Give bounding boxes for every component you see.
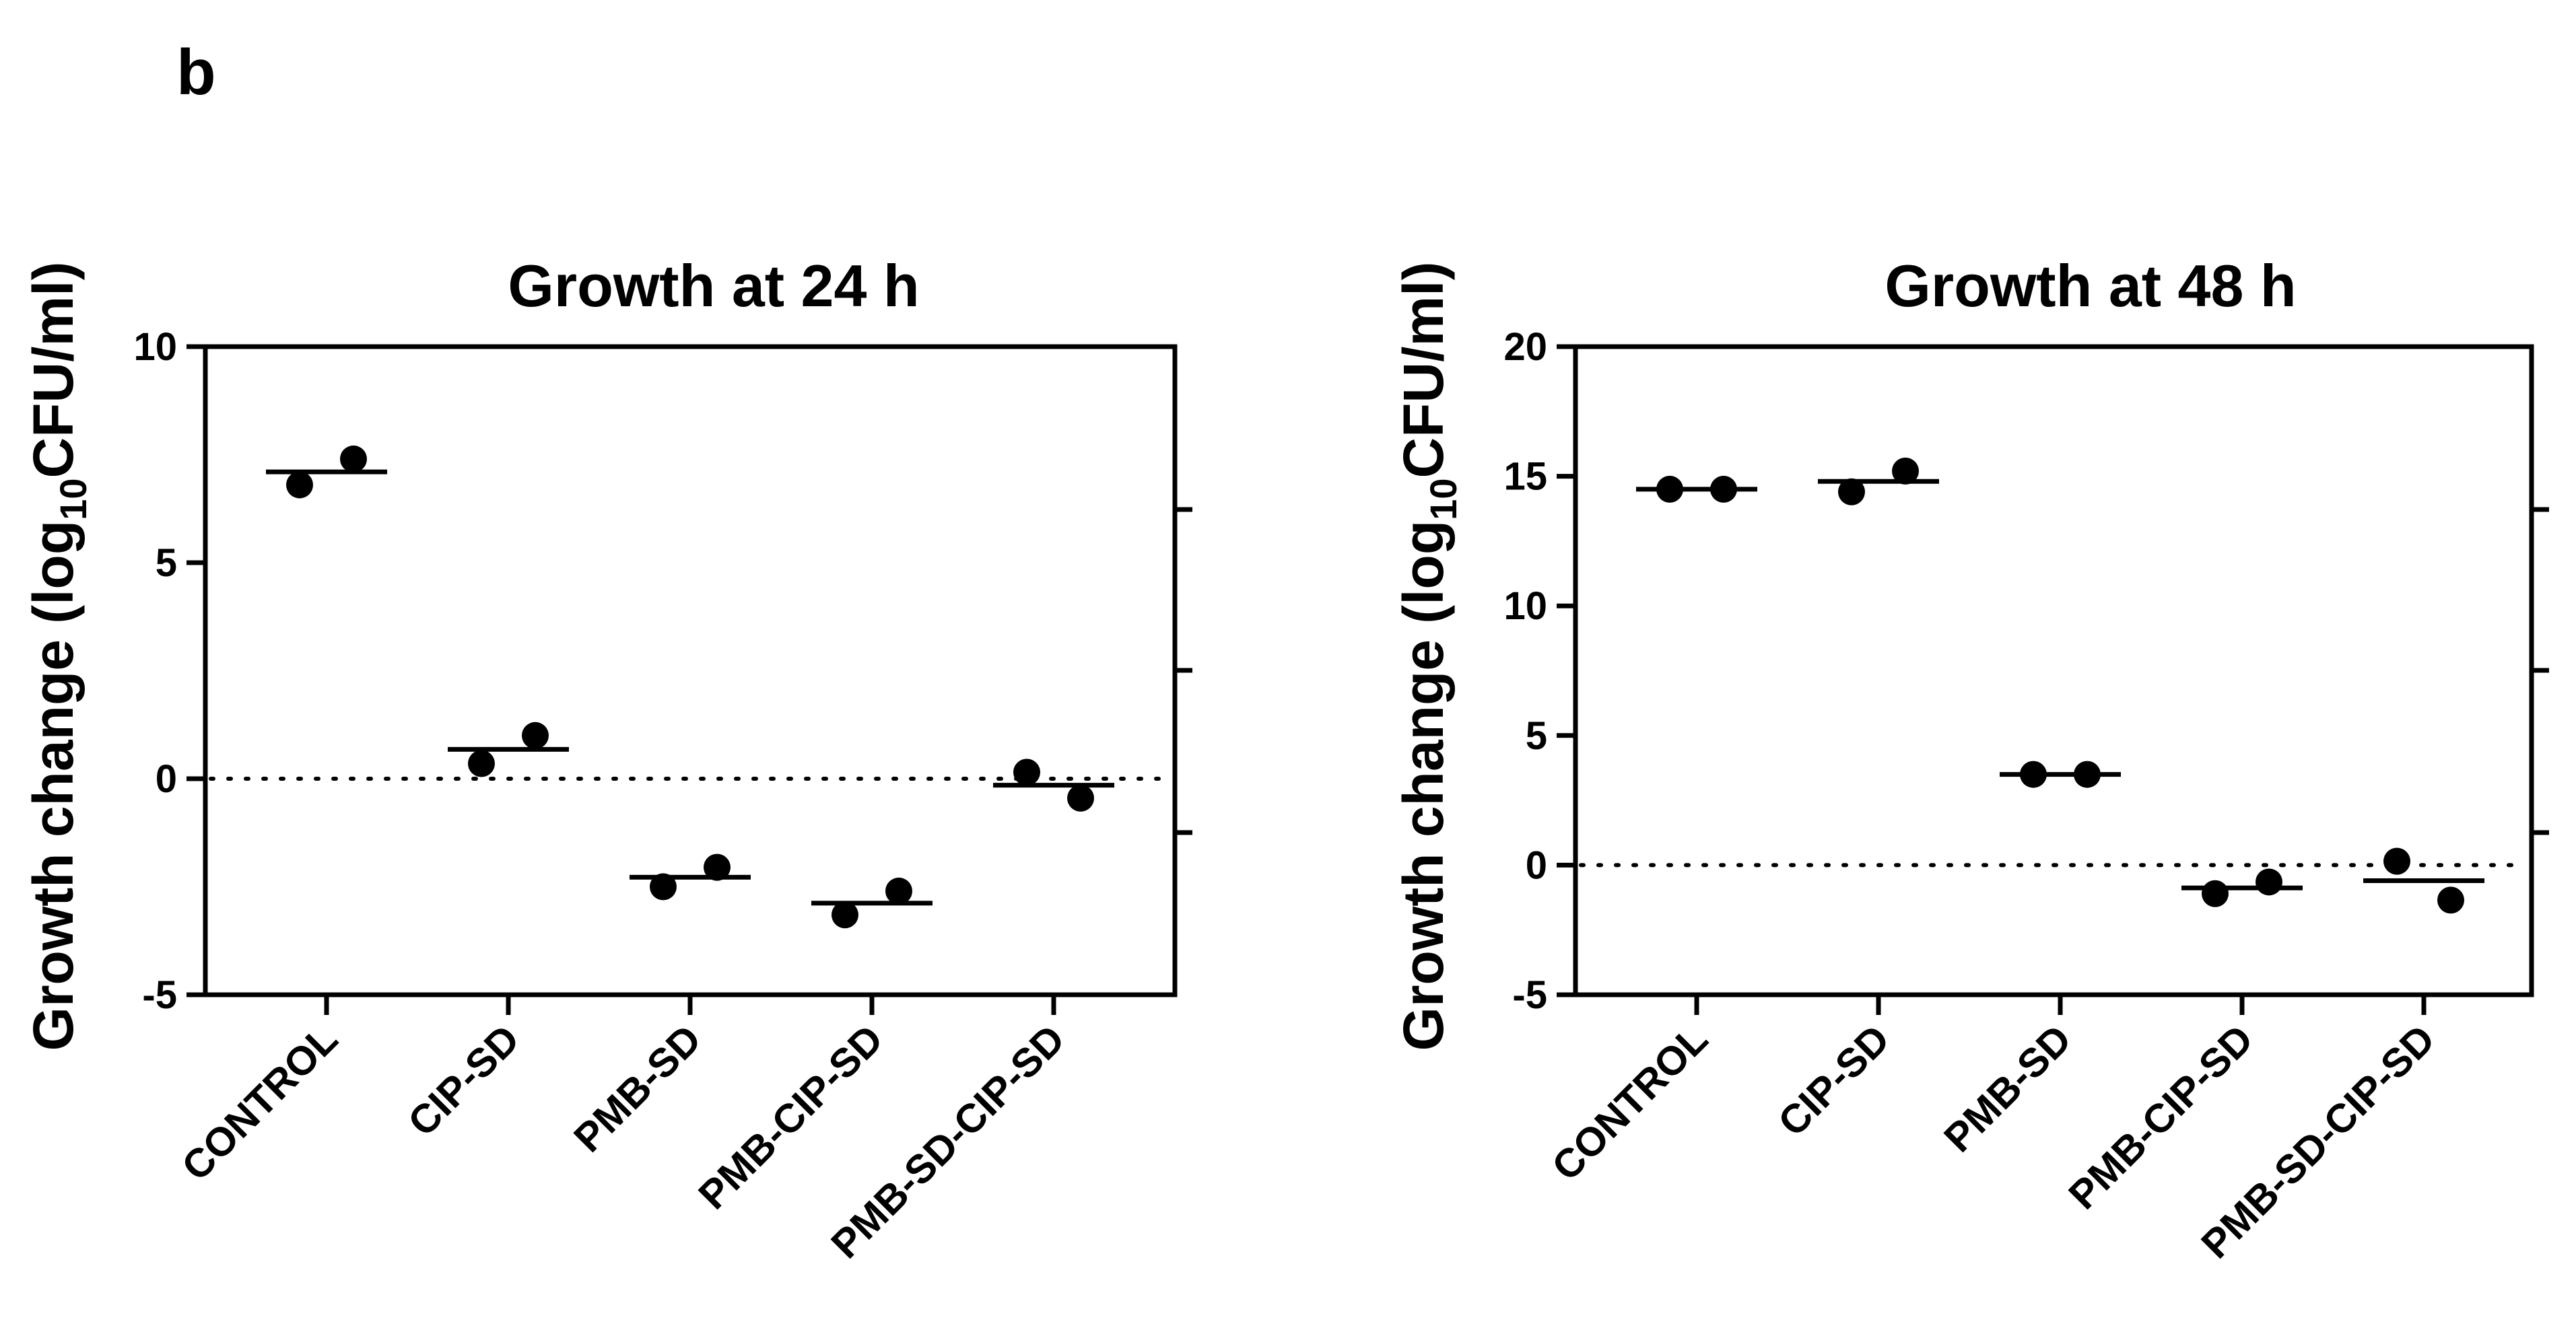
y-axis-label-suffix: CFU/ml) (1392, 262, 1455, 479)
data-point (2256, 868, 2282, 896)
y-tick-label: 15 (1503, 455, 1547, 499)
data-point (522, 722, 549, 749)
y-tick-label: 0 (156, 757, 177, 801)
x-tick-label: PMB-CIP-SD (2060, 1016, 2262, 1218)
y-tick-label: -5 (142, 973, 177, 1017)
y-axis-label: Growth change (log10CFU/ml) (1392, 262, 1464, 1051)
data-point (468, 750, 495, 777)
y-tick-label: 10 (1503, 584, 1547, 628)
y-tick-label: 20 (1503, 325, 1547, 369)
data-point (1710, 475, 1737, 503)
x-tick-label: PMB-CIP-SD (690, 1016, 892, 1218)
data-point (2074, 761, 2101, 788)
data-point (1892, 457, 1919, 485)
data-point (885, 877, 912, 905)
plot-frame (203, 344, 1178, 997)
y-tick-label: 5 (1526, 714, 1547, 758)
y-axis-label-main: Growth change (log (1392, 520, 1455, 1051)
data-point (2202, 880, 2229, 907)
data-point (340, 445, 367, 472)
data-point (1067, 784, 1094, 812)
data-point (286, 471, 313, 499)
data-point (704, 853, 731, 881)
data-point (2383, 847, 2410, 875)
y-axis-label: Growth change (log10CFU/ml) (22, 262, 94, 1051)
panel-label: b (176, 36, 216, 108)
chart-title: Growth at 24 h (508, 252, 919, 319)
plot-frame (1573, 344, 2534, 997)
data-point (2020, 761, 2047, 788)
y-axis-label-subscript: 10 (52, 479, 94, 520)
y-tick-label: -5 (1512, 973, 1547, 1017)
data-point (1838, 478, 1865, 505)
data-point (832, 901, 858, 929)
x-tick-label: CONTROL (1543, 1016, 1716, 1189)
x-tick-label: CIP-SD (1769, 1016, 1898, 1145)
y-axis-label-subscript: 10 (1422, 479, 1464, 520)
data-point (2437, 886, 2464, 914)
x-tick-label: CIP-SD (399, 1016, 528, 1145)
y-tick-label: 5 (156, 541, 177, 585)
y-tick-label: 0 (1526, 843, 1547, 887)
y-axis-label-suffix: CFU/ml) (22, 262, 85, 479)
data-point (1013, 759, 1040, 786)
data-point (1656, 475, 1683, 503)
x-tick-label: CONTROL (173, 1016, 346, 1189)
y-axis-label-main: Growth change (log (22, 520, 85, 1051)
y-tick-label: 10 (133, 325, 177, 369)
x-tick-label: PMB-SD (1935, 1016, 2080, 1161)
data-point (650, 873, 677, 901)
chart-title: Growth at 48 h (1885, 252, 2296, 319)
x-tick-label: PMB-SD (565, 1016, 710, 1161)
